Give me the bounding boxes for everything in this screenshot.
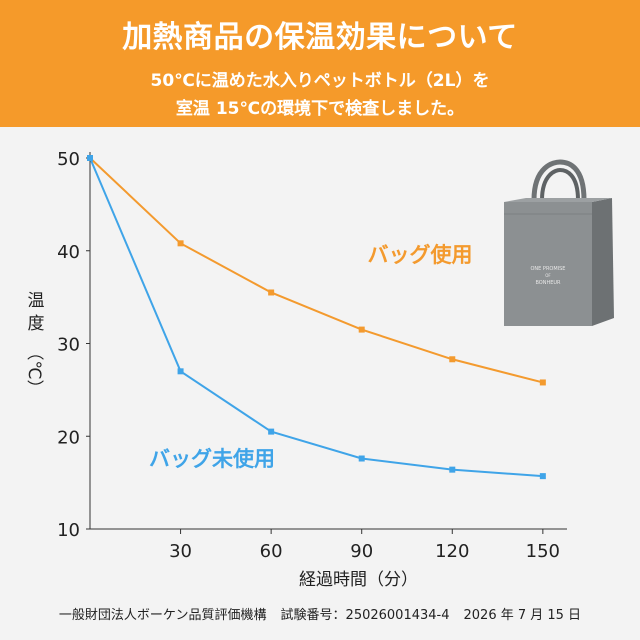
footer-test-number: 試験番号：25026001434-4 (280, 608, 450, 623)
subtitle-line-2: 室温 15℃の環境下で検査しました。 (175, 99, 465, 119)
data-point (449, 356, 456, 363)
series-label-1: バッグ未使用 (149, 447, 275, 471)
y-tick-label: 10 (57, 520, 80, 541)
data-point (268, 428, 275, 435)
x-axis-label: 経過時間（分） (299, 570, 418, 590)
y-tick-label: 40 (57, 242, 80, 263)
footer: 一般財団法人ボーケン品質評価機構 試験番号：25026001434-4 2026 年… (0, 604, 640, 623)
series-line-1 (89, 157, 543, 478)
y-tick-label: 30 (57, 335, 80, 356)
tote-bag-icon: ONE PROMISE OF BONHEUR (504, 159, 614, 326)
series-label-0: バッグ使用 (368, 243, 473, 267)
y-tick-label: 50 (57, 149, 80, 170)
x-tick-label: 30 (169, 541, 192, 562)
x-tick-label: 90 (350, 541, 373, 562)
data-point (358, 326, 365, 333)
footer-org: 一般財団法人ボーケン品質評価機構 (58, 608, 267, 623)
x-tick-label: 150 (526, 541, 560, 562)
footer-date: 2026 年 7 月 15 日 (463, 608, 582, 623)
bag-print-line-2: OF (545, 273, 551, 278)
subtitle-line-1: 50℃に温めた水入りペットボトル（2L）を (150, 71, 490, 91)
y-axis-label-1: 温 (28, 291, 45, 311)
x-tick-label: 60 (260, 541, 283, 562)
page-title: 加熱商品の保温効果について (122, 20, 518, 55)
series-line-0 (89, 157, 544, 384)
data-point (87, 155, 93, 161)
bag-print-line-3: BONHEUR (535, 280, 561, 286)
y-tick-label: 20 (57, 427, 80, 448)
y-axis-label-3: （℃） (24, 343, 44, 396)
header-banner: 加熱商品の保温効果について 50℃に温めた水入りペットボトル（2L）を 室温 1… (0, 0, 640, 127)
y-axis-label-2: 度 (28, 314, 45, 334)
data-point (268, 289, 275, 296)
data-point (449, 466, 456, 473)
data-point (177, 368, 184, 375)
data-point (539, 379, 546, 386)
temperature-chart: 10 20 30 40 50 30 60 90 120 150 経過時間（分） 温度 （℃） バッグ使用バ… (24, 149, 567, 590)
data-point (177, 240, 184, 247)
bag-print-line-1: ONE PROMISE (531, 266, 566, 272)
x-tick-label: 120 (435, 541, 469, 562)
data-point (539, 473, 546, 480)
data-point (358, 455, 365, 462)
